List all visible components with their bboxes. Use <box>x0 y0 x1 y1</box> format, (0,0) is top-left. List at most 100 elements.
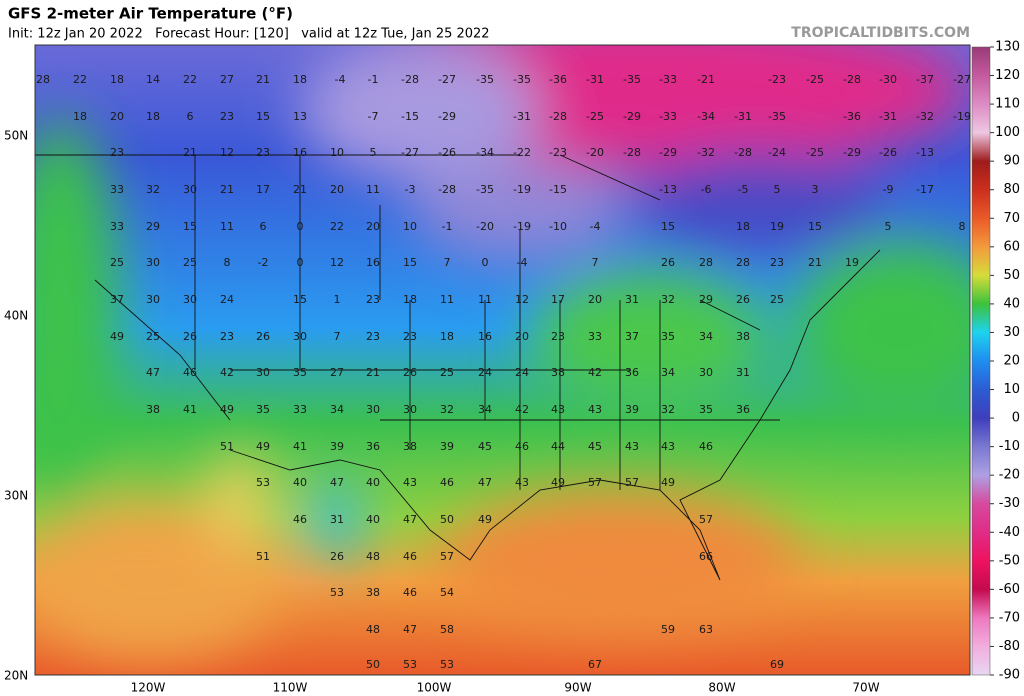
station-value: -6 <box>701 183 712 196</box>
station-value: 42 <box>515 403 529 416</box>
colorbar-label: 0 <box>1012 411 1020 426</box>
colorbar-label: -50 <box>999 553 1020 568</box>
station-value: 22 <box>183 73 197 86</box>
station-value: 6 <box>187 110 194 123</box>
colorbar-label: -70 <box>999 610 1020 625</box>
station-value: 63 <box>699 623 713 636</box>
station-value: 23 <box>220 330 234 343</box>
station-value: 57 <box>699 513 713 526</box>
station-value: 49 <box>220 403 234 416</box>
station-value: 22 <box>73 73 87 86</box>
station-value: 34 <box>330 403 344 416</box>
station-value: -35 <box>768 110 786 123</box>
station-value: 35 <box>293 366 307 379</box>
lon-label: 100W <box>417 681 452 695</box>
colorbar-label: 50 <box>1003 268 1020 283</box>
station-value: -31 <box>586 73 604 86</box>
station-value: 53 <box>403 658 417 671</box>
station-value: 25 <box>110 256 124 269</box>
station-value: 43 <box>625 440 639 453</box>
station-value: 5 <box>370 146 377 159</box>
station-value: -22 <box>513 146 531 159</box>
station-value: -17 <box>916 183 934 196</box>
station-value: -33 <box>659 110 677 123</box>
station-value: 26 <box>403 366 417 379</box>
station-value: -28 <box>843 73 861 86</box>
station-value: 31 <box>736 366 750 379</box>
station-value: 49 <box>478 513 492 526</box>
station-value: 38 <box>736 330 750 343</box>
station-value: 18 <box>293 73 307 86</box>
station-value: 38 <box>403 440 417 453</box>
station-value: 26 <box>661 256 675 269</box>
station-value: 7 <box>592 256 599 269</box>
colorbar-label: 20 <box>1003 354 1020 369</box>
station-value: 11 <box>478 293 492 306</box>
station-value: 36 <box>736 403 750 416</box>
station-value: 32 <box>661 403 675 416</box>
colorbar-label: 40 <box>1003 296 1020 311</box>
station-value: 48 <box>366 550 380 563</box>
station-value: 29 <box>699 293 713 306</box>
station-value: 23 <box>403 330 417 343</box>
station-value: 51 <box>220 440 234 453</box>
map <box>35 45 970 675</box>
station-value: 36 <box>366 440 380 453</box>
station-value: 34 <box>661 366 675 379</box>
station-value: 33 <box>588 330 602 343</box>
station-value: 26 <box>736 293 750 306</box>
station-value: 18 <box>146 110 160 123</box>
station-value: 38 <box>551 366 565 379</box>
station-value: 35 <box>699 403 713 416</box>
station-value: 21 <box>293 183 307 196</box>
station-value: 59 <box>661 623 675 636</box>
station-value: 10 <box>330 146 344 159</box>
station-value: 30 <box>256 366 270 379</box>
station-value: 0 <box>297 220 304 233</box>
station-value: 30 <box>699 366 713 379</box>
station-value: 51 <box>256 550 270 563</box>
station-value: -29 <box>659 146 677 159</box>
lon-label: 110W <box>273 681 308 695</box>
station-value: 38 <box>366 586 380 599</box>
colorbar-label: -10 <box>999 439 1020 454</box>
station-value: 5 <box>885 220 892 233</box>
station-value: 39 <box>440 440 454 453</box>
lon-label: 70W <box>852 681 879 695</box>
station-value: 46 <box>403 550 417 563</box>
station-value: 36 <box>625 366 639 379</box>
station-value: -15 <box>401 110 419 123</box>
station-value: -25 <box>806 146 824 159</box>
station-value: 50 <box>440 513 454 526</box>
station-value: 39 <box>330 440 344 453</box>
station-value: 19 <box>770 220 784 233</box>
station-value: -31 <box>879 110 897 123</box>
station-value: -13 <box>916 146 934 159</box>
station-value: 21 <box>808 256 822 269</box>
station-value: -28 <box>549 110 567 123</box>
station-value: 21 <box>220 183 234 196</box>
station-value: 34 <box>699 330 713 343</box>
station-value: 16 <box>293 146 307 159</box>
station-value: 15 <box>403 256 417 269</box>
station-value: 12 <box>220 146 234 159</box>
station-value: -28 <box>401 73 419 86</box>
station-value: 23 <box>220 110 234 123</box>
station-value: 49 <box>256 440 270 453</box>
station-value: 28 <box>736 256 750 269</box>
station-value: -19 <box>953 110 971 123</box>
colorbar-label: -80 <box>999 639 1020 654</box>
station-value: 23 <box>110 146 124 159</box>
station-value: -3 <box>405 183 416 196</box>
station-value: -1 <box>368 73 379 86</box>
station-value: 32 <box>661 293 675 306</box>
station-value: 5 <box>774 183 781 196</box>
station-value: 15 <box>661 220 675 233</box>
station-value: 69 <box>770 658 784 671</box>
station-value: 24 <box>220 293 234 306</box>
colorbar-label: 130 <box>995 40 1020 55</box>
station-value: 67 <box>588 658 602 671</box>
station-value: 30 <box>366 403 380 416</box>
station-value: 25 <box>146 330 160 343</box>
lat-label: 40N <box>4 309 28 323</box>
